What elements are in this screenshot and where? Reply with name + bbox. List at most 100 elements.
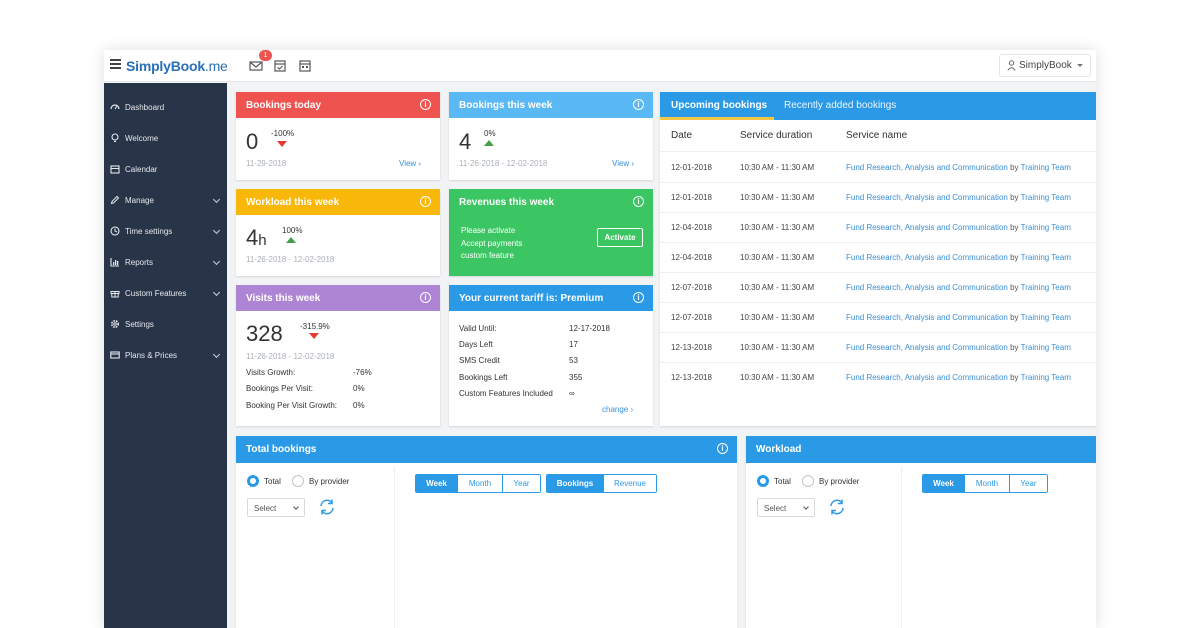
card-header: Total bookings i (236, 436, 737, 463)
upcoming-bookings-panel: Upcoming bookings Recently added booking… (660, 92, 1096, 426)
mail-icon[interactable] (247, 57, 265, 74)
info-icon[interactable]: i (633, 292, 644, 303)
calendar-icon (110, 165, 120, 174)
revenues-week-card: Revenues this week i Please activate Acc… (449, 189, 653, 276)
period-year[interactable]: Year (502, 475, 540, 492)
visits-week-card: Visits this week i 328 -315.9% 11-26-201… (236, 285, 440, 426)
clock-icon (110, 226, 120, 236)
calendar-check-icon[interactable] (271, 57, 289, 74)
card-header: Workload (746, 436, 1096, 463)
metric-revenue[interactable]: Revenue (603, 475, 656, 492)
tab-recently-added-bookings[interactable]: Recently added bookings (784, 100, 897, 111)
chevron-down-icon (212, 257, 221, 266)
divider (660, 242, 1096, 243)
refresh-icon[interactable] (318, 498, 336, 516)
radio-total[interactable] (757, 475, 769, 487)
sidebar-item-time-settings[interactable]: Time settings (104, 217, 227, 245)
revenue-text: custom feature (461, 251, 514, 260)
workload-week-card: Workload this week i 4h 100% 11-26-2018 … (236, 189, 440, 276)
bookings-tabs: Upcoming bookings Recently added booking… (660, 92, 1096, 120)
view-link[interactable]: View › (399, 159, 422, 168)
sidebar-item-calendar[interactable]: Calendar (104, 155, 227, 183)
period-toggle: Week Month Year (415, 474, 541, 493)
period-year[interactable]: Year (1009, 475, 1047, 492)
stat-label: Visits Growth: (246, 368, 296, 377)
sidebar-item-dashboard[interactable]: Dashboard (104, 93, 227, 121)
top-bar: SimplyBook.me 1 SimplyBook (104, 50, 1096, 82)
info-icon[interactable]: i (633, 196, 644, 207)
column-header: Service duration (740, 130, 813, 141)
card-header: Bookings today i (236, 92, 440, 118)
period-toggle: Week Month Year (922, 474, 1048, 493)
chevron-down-icon (803, 504, 809, 510)
gear-icon (110, 319, 120, 329)
tariff-value: 12-17-2018 (569, 324, 610, 333)
pencil-icon (110, 195, 120, 205)
bookings-week-change: 0% (484, 129, 496, 138)
menu-icon[interactable] (110, 59, 121, 69)
date-range: 11-26-2018 - 12-02-2018 (246, 352, 335, 361)
bookings-week-value: 4 (459, 129, 472, 154)
bookings-today-card: Bookings today i 0 -100% 11-29-2018 View… (236, 92, 440, 180)
user-menu-button[interactable]: SimplyBook (999, 54, 1091, 77)
stat-value: -76% (353, 368, 372, 377)
date-range: 11-26-2018 - 12-02-2018 (459, 159, 548, 168)
tariff-value: ∞ (569, 389, 575, 398)
divider (901, 466, 902, 628)
stat-value: 0% (353, 401, 365, 410)
chevron-down-icon (1077, 64, 1083, 67)
tariff-label: Custom Features Included (459, 389, 553, 398)
radio-by-provider[interactable] (802, 475, 814, 487)
bookings-today-change: -100% (271, 129, 295, 138)
card-header: Bookings this week i (449, 92, 653, 118)
tariff-label: Days Left (459, 340, 493, 349)
metric-toggle: Bookings Revenue (546, 474, 657, 493)
workload-week-change: 100% (282, 226, 303, 235)
sidebar-item-plans-prices[interactable]: Plans & Prices (104, 341, 227, 369)
tariff-value: 355 (569, 373, 583, 382)
chevron-down-icon (293, 504, 299, 510)
period-month[interactable]: Month (964, 475, 1009, 492)
period-week[interactable]: Week (923, 475, 964, 492)
revenue-text: Accept payments (461, 239, 523, 248)
radio-by-provider[interactable] (292, 475, 304, 487)
card-header: Visits this week i (236, 285, 440, 311)
sidebar-item-manage[interactable]: Manage (104, 186, 227, 214)
change-link[interactable]: change › (602, 405, 634, 414)
provider-select[interactable]: Select (247, 498, 305, 517)
bookings-week-card: Bookings this week i 4 0% 11-26-2018 - 1… (449, 92, 653, 180)
tariff-label: Valid Until: (459, 324, 497, 333)
app-window: SimplyBook.me 1 SimplyBook (104, 50, 1096, 628)
trend-down-icon (309, 333, 319, 339)
info-icon[interactable]: i (420, 196, 431, 207)
sidebar-item-welcome[interactable]: Welcome (104, 124, 227, 152)
metric-bookings[interactable]: Bookings (547, 475, 603, 492)
info-icon[interactable]: i (717, 443, 728, 454)
period-week[interactable]: Week (416, 475, 457, 492)
view-link[interactable]: View › (612, 159, 635, 168)
info-icon[interactable]: i (420, 292, 431, 303)
sidebar-item-custom-features[interactable]: Custom Features (104, 279, 227, 307)
visits-week-change: -315.9% (300, 322, 330, 331)
sidebar-item-reports[interactable]: Reports (104, 248, 227, 276)
tab-upcoming-bookings[interactable]: Upcoming bookings (671, 100, 768, 111)
dashboard-icon (110, 104, 120, 110)
chevron-down-icon (212, 350, 221, 359)
schedule-icon[interactable] (296, 57, 314, 74)
refresh-icon[interactable] (828, 498, 846, 516)
brand-logo[interactable]: SimplyBook.me (126, 58, 228, 74)
notification-badge: 1 (259, 50, 272, 61)
visits-week-value: 328 (246, 321, 283, 346)
total-bookings-panel: Total bookings i Total By provider Selec… (236, 436, 737, 628)
info-icon[interactable]: i (633, 99, 644, 110)
radio-total[interactable] (247, 475, 259, 487)
provider-select[interactable]: Select (757, 498, 815, 517)
info-icon[interactable]: i (420, 99, 431, 110)
tariff-value: 53 (569, 356, 578, 365)
radio-label: Total (774, 477, 791, 486)
chevron-down-icon (212, 195, 221, 204)
activate-button[interactable]: Activate (597, 228, 643, 247)
period-month[interactable]: Month (457, 475, 502, 492)
sidebar-item-settings[interactable]: Settings (104, 310, 227, 338)
sidebar: Dashboard Welcome Calendar Manage Time s… (104, 83, 227, 628)
